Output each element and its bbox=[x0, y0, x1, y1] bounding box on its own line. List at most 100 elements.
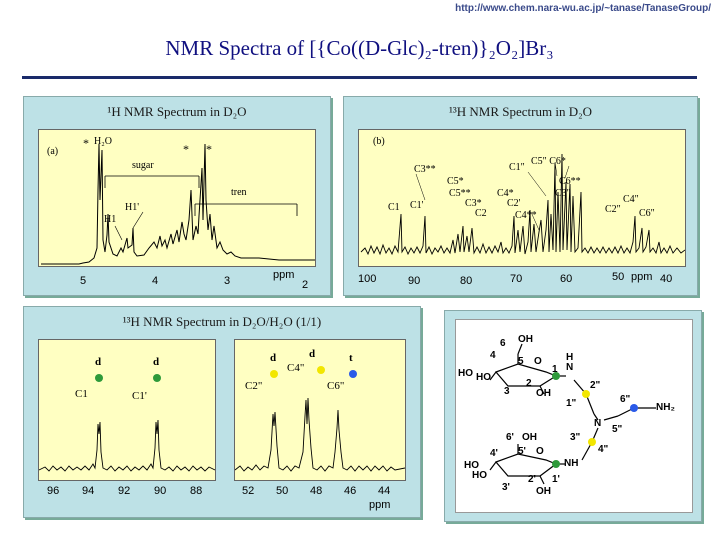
atom-6p: 6' bbox=[506, 432, 514, 443]
x-tick-right-46: 46 bbox=[344, 485, 357, 497]
x-tick-right-50: 50 bbox=[276, 485, 289, 497]
panel-13c-d2o-h2o: ¹³H NMR Spectrum in D₂O/H₂O (1/1) d d C1… bbox=[23, 306, 421, 518]
label-c2-dprime: C2" bbox=[605, 204, 621, 215]
panel-13c-title: ¹³H NMR Spectrum in D₂O bbox=[448, 104, 593, 119]
spectrum-left-trace bbox=[39, 419, 215, 472]
structure-diagram: 6 OH 4 5 O 1 H N HO HO 3 2 OH 2" 1" 6" N… bbox=[455, 319, 693, 513]
atom-3: 3 bbox=[504, 386, 510, 397]
spectrum-right-trace bbox=[235, 397, 405, 472]
atom-2dp: 2" bbox=[590, 380, 601, 391]
label-star-2: * bbox=[183, 142, 189, 156]
atom-o-ring1: O bbox=[534, 356, 542, 367]
x-tick-right-48: 48 bbox=[310, 485, 323, 497]
label-h1-prime: H1' bbox=[125, 202, 140, 213]
panel-13c-nmr: ¹³H NMR Spectrum in D₂O (b) C1 C1' C3** … bbox=[343, 96, 698, 296]
atom-4dp: 4" bbox=[598, 444, 609, 455]
spectrum-right-plot: d d t C2" C4" C6" bbox=[234, 339, 406, 481]
atom-oh-6p: OH bbox=[522, 432, 537, 443]
h1p-pointer bbox=[132, 211, 144, 229]
x-tick-left-90: 90 bbox=[154, 485, 167, 497]
spectrum-1h-svg bbox=[41, 143, 315, 265]
label-c5-c6-star: C5" C6* bbox=[531, 156, 566, 167]
label-left-c1: C1 bbox=[75, 388, 88, 400]
label-c1: C1 bbox=[388, 202, 400, 213]
x-tick-left-92: 92 bbox=[118, 485, 131, 497]
label-c6-dprime: C6" bbox=[639, 208, 655, 219]
label-right-c6dp: C6" bbox=[327, 380, 345, 392]
atom-o-ring2: O bbox=[536, 446, 544, 457]
x-tick-left-96: 96 bbox=[47, 485, 60, 497]
atom-4p: 4' bbox=[490, 448, 498, 459]
x-unit-1h: ppm bbox=[273, 269, 295, 281]
spectrum-1h-trace bbox=[41, 143, 315, 265]
atom-h: H bbox=[566, 352, 574, 363]
spectrum-13c-plot: (b) C1 C1' C3** C5* C5** C3* C2 C4* C2' … bbox=[358, 129, 686, 267]
panel-1h-nmr: ¹H NMR Spectrum in D₂O (a) * H₂O * * sug… bbox=[23, 96, 331, 296]
label-c4-star: C4* bbox=[497, 188, 514, 199]
atom-green-1p bbox=[552, 460, 560, 468]
mult-c1: d bbox=[95, 356, 102, 368]
label-c3-dstar: C3** bbox=[414, 164, 436, 175]
label-c2-prime: C2' bbox=[507, 198, 521, 209]
mult-c6dp: t bbox=[349, 352, 353, 364]
structure-svg bbox=[489, 343, 656, 485]
panel-13c-d2o-h2o-title: ¹³H NMR Spectrum in D₂O/H₂O (1/1) bbox=[122, 314, 322, 329]
atom-3p: 3' bbox=[502, 482, 510, 493]
label-h1: H1 bbox=[104, 214, 117, 225]
label-c4-dstar: C4** bbox=[515, 210, 537, 221]
spectrum-13c-svg bbox=[360, 153, 685, 256]
label-right-c2dp: C2" bbox=[245, 380, 263, 392]
atom-1dp: 1" bbox=[566, 398, 577, 409]
atom-6dp: 6" bbox=[620, 394, 631, 405]
title-divider bbox=[22, 76, 697, 79]
panel-1h-title: ¹H NMR Spectrum in D₂O bbox=[107, 104, 247, 119]
atom-ho-3: HO bbox=[464, 460, 479, 471]
marker-c1-green bbox=[95, 374, 103, 382]
spectrum-right-svg bbox=[235, 366, 405, 472]
x-tick-13c-90: 90 bbox=[408, 275, 421, 287]
atom-blue-6dp bbox=[630, 404, 638, 412]
marker-c4dp-yellow bbox=[317, 366, 325, 374]
label-c5-star: C5* bbox=[447, 176, 464, 187]
atom-5: 5 bbox=[518, 356, 524, 367]
label-c3-star: C3* bbox=[465, 198, 482, 209]
x-unit-13c: ppm bbox=[631, 271, 653, 283]
source-url[interactable]: http://www.chem.nara-wu.ac.jp/~tanase/Ta… bbox=[455, 3, 711, 14]
atom-ho-4: HO bbox=[472, 470, 487, 481]
page-title: NMR Spectra of [{Co((D-Glc)₂-tren)}₂O₂]B… bbox=[165, 36, 554, 60]
x-tick-13c-100: 100 bbox=[358, 273, 377, 285]
atom-2: 2 bbox=[526, 378, 532, 389]
spectrum-13c-trace bbox=[360, 153, 685, 256]
label-h2o: H₂O bbox=[94, 136, 112, 147]
x-tick-13c-80: 80 bbox=[460, 275, 473, 287]
atom-oh-c2: OH bbox=[536, 388, 551, 399]
label-c3-dprime: C3" bbox=[555, 188, 571, 199]
x-unit-right: ppm bbox=[369, 499, 391, 511]
atom-4: 4 bbox=[490, 350, 496, 361]
atom-green-1 bbox=[552, 372, 560, 380]
label-star-1: * bbox=[83, 136, 89, 150]
spectrum-left-plot: d d C1 C1' bbox=[38, 339, 216, 481]
panel-structure: 6 OH 4 5 O 1 H N HO HO 3 2 OH 2" 1" 6" N… bbox=[444, 310, 702, 522]
spectrum-13c-tag: (b) bbox=[373, 136, 385, 147]
atom-ho-2: HO bbox=[476, 372, 491, 383]
label-left-c1-prime: C1' bbox=[132, 390, 147, 402]
marker-c6dp-blue bbox=[349, 370, 357, 378]
label-right-c4dp: C4" bbox=[287, 362, 305, 374]
atom-yellow-2dp bbox=[582, 390, 590, 398]
label-c1-dprime: C1" bbox=[509, 162, 525, 173]
label-c2: C2 bbox=[475, 208, 487, 219]
atom-5dp: 5" bbox=[612, 424, 623, 435]
x-tick-1h-3: 3 bbox=[224, 275, 231, 287]
atom-n-top: N bbox=[566, 362, 574, 373]
x-tick-13c-40: 40 bbox=[660, 273, 673, 285]
label-star-3: * bbox=[206, 142, 212, 156]
label-c1-prime: C1' bbox=[410, 200, 424, 211]
x-tick-1h-5: 5 bbox=[80, 275, 87, 287]
x-tick-right-44: 44 bbox=[378, 485, 391, 497]
x-tick-right-52: 52 bbox=[242, 485, 255, 497]
spectrum-1h-plot: (a) * H₂O * * sugar tren H1 H1' bbox=[38, 129, 316, 267]
x-tick-left-88: 88 bbox=[190, 485, 203, 497]
label-c5-dstar: C5** bbox=[449, 188, 471, 199]
label-sugar: sugar bbox=[132, 160, 154, 171]
